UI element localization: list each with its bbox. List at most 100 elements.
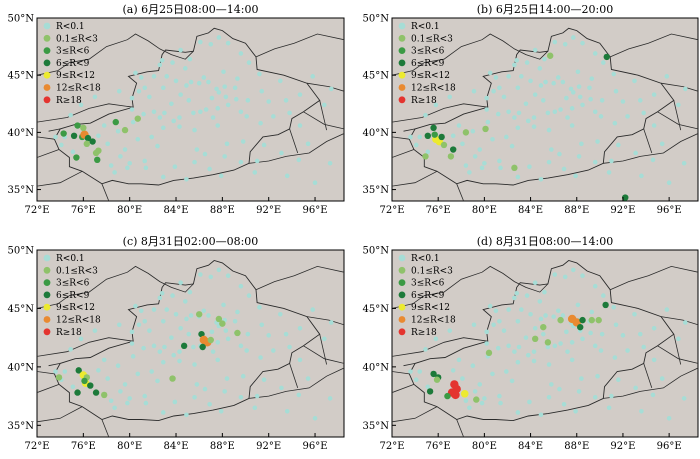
- station-dot-no-rain: [467, 170, 472, 175]
- station-rain-dot: [89, 138, 96, 145]
- station-dot-no-rain: [564, 329, 569, 335]
- station-dot-no-rain: [555, 308, 561, 314]
- station-dot-no-rain: [254, 158, 260, 164]
- country-border: [660, 82, 698, 92]
- station-dot-no-rain: [576, 389, 582, 394]
- station-dot-no-rain: [641, 344, 647, 350]
- legend-swatch: [398, 71, 406, 79]
- station-dot-no-rain: [609, 158, 614, 164]
- station-dot-no-rain: [218, 408, 224, 414]
- country-border: [392, 371, 410, 375]
- station-dot-no-rain: [135, 136, 141, 142]
- legend-swatch: [398, 316, 406, 323]
- station-dot-no-rain: [182, 66, 188, 71]
- station-dot-no-rain: [184, 316, 189, 322]
- station-dot-no-rain: [125, 165, 130, 171]
- legend-swatch: [398, 59, 406, 67]
- station-dot-no-rain: [538, 412, 544, 418]
- station-dot-no-rain: [238, 283, 244, 289]
- station-dot-no-rain: [194, 382, 200, 387]
- station-dot-no-rain: [537, 299, 543, 304]
- station-dot-no-rain: [143, 165, 149, 171]
- station-dot-no-rain: [477, 382, 483, 387]
- station-dot-no-rain: [170, 293, 175, 298]
- station-dot-no-rain: [463, 163, 469, 168]
- station-dot-no-rain: [254, 393, 260, 399]
- legend-label: 9≤R<12: [56, 71, 95, 81]
- station-dot-no-rain: [515, 85, 521, 91]
- country-border: [610, 265, 698, 291]
- station-dot-no-rain: [506, 74, 511, 79]
- country-border: [392, 103, 488, 123]
- station-dot-no-rain: [417, 134, 423, 140]
- legend-label: R<0.1: [411, 22, 440, 32]
- station-dot-no-rain: [225, 102, 231, 108]
- station-rain-dot: [100, 391, 108, 399]
- legend-label: R<0.1: [56, 22, 85, 32]
- station-dot-no-rain: [516, 110, 522, 116]
- station-dot-no-rain: [580, 102, 585, 108]
- country-border: [392, 337, 488, 357]
- station-dot-no-rain: [70, 384, 76, 390]
- station-dot-no-rain: [681, 160, 687, 166]
- country-border: [48, 128, 61, 132]
- station-dot-no-rain: [130, 354, 136, 359]
- legend-label: R≥18: [56, 96, 82, 106]
- station-dot-no-rain: [482, 160, 487, 166]
- country-border: [101, 419, 110, 437]
- station-dot-no-rain: [130, 119, 136, 125]
- station-dot-no-rain: [413, 142, 419, 148]
- station-dot-no-rain: [225, 336, 231, 342]
- legend-label: 6≤R<9: [56, 291, 90, 301]
- station-dot-no-rain: [639, 173, 644, 179]
- country-border: [37, 170, 83, 187]
- country-border: [248, 133, 344, 164]
- country-border: [37, 149, 60, 158]
- station-dot-no-rain: [651, 357, 657, 363]
- station-rain-dot: [546, 52, 554, 59]
- map-frame: [36, 249, 345, 438]
- legend-swatch: [43, 291, 51, 299]
- station-dot-no-rain: [322, 102, 327, 108]
- station-dot-no-rain: [598, 114, 604, 119]
- station-dot-no-rain: [433, 336, 439, 342]
- x-tick-label: 88°E: [210, 441, 235, 452]
- station-dot-no-rain: [188, 313, 194, 318]
- region-boundary: [408, 260, 675, 422]
- station-dot-no-rain: [305, 376, 311, 381]
- legend-label: 6≤R<9: [411, 291, 445, 301]
- x-tick-label: 76°E: [71, 205, 96, 216]
- station-dot-no-rain: [151, 109, 157, 115]
- country-border: [610, 33, 698, 58]
- station-dot-no-rain: [62, 369, 68, 374]
- legend-swatch: [43, 303, 51, 311]
- station-dot-no-rain: [172, 399, 178, 405]
- station-dot-no-rain: [525, 118, 531, 124]
- station-dot-no-rain: [501, 94, 507, 100]
- station-rain-dot: [83, 140, 91, 148]
- station-rain-dot: [134, 115, 141, 122]
- country-border: [37, 406, 83, 423]
- station-dot-no-rain: [129, 341, 135, 346]
- station-dot-no-rain: [224, 141, 230, 147]
- station-dot-no-rain: [562, 274, 568, 280]
- station-dot-no-rain: [519, 74, 524, 79]
- station-dot-no-rain: [164, 74, 170, 79]
- station-dot-no-rain: [169, 335, 174, 340]
- station-dot-no-rain: [611, 304, 617, 310]
- station-dot-no-rain: [202, 151, 208, 157]
- y-tick-label: 45°N: [8, 71, 35, 82]
- station-dot-no-rain: [129, 95, 135, 101]
- station-dot-no-rain: [560, 79, 566, 85]
- station-dot-no-rain: [612, 120, 618, 126]
- station-dot-no-rain: [112, 405, 117, 411]
- station-dot-no-rain: [632, 311, 637, 317]
- station-dot-no-rain: [245, 331, 251, 337]
- station-dot-no-rain: [552, 39, 558, 45]
- station-rain-dot: [73, 154, 80, 161]
- station-dot-no-rain: [527, 399, 532, 405]
- station-dot-no-rain: [116, 88, 122, 94]
- station-rain-dot: [444, 392, 451, 400]
- station-dot-no-rain: [523, 335, 529, 340]
- y-tick-label: 45°N: [8, 304, 35, 315]
